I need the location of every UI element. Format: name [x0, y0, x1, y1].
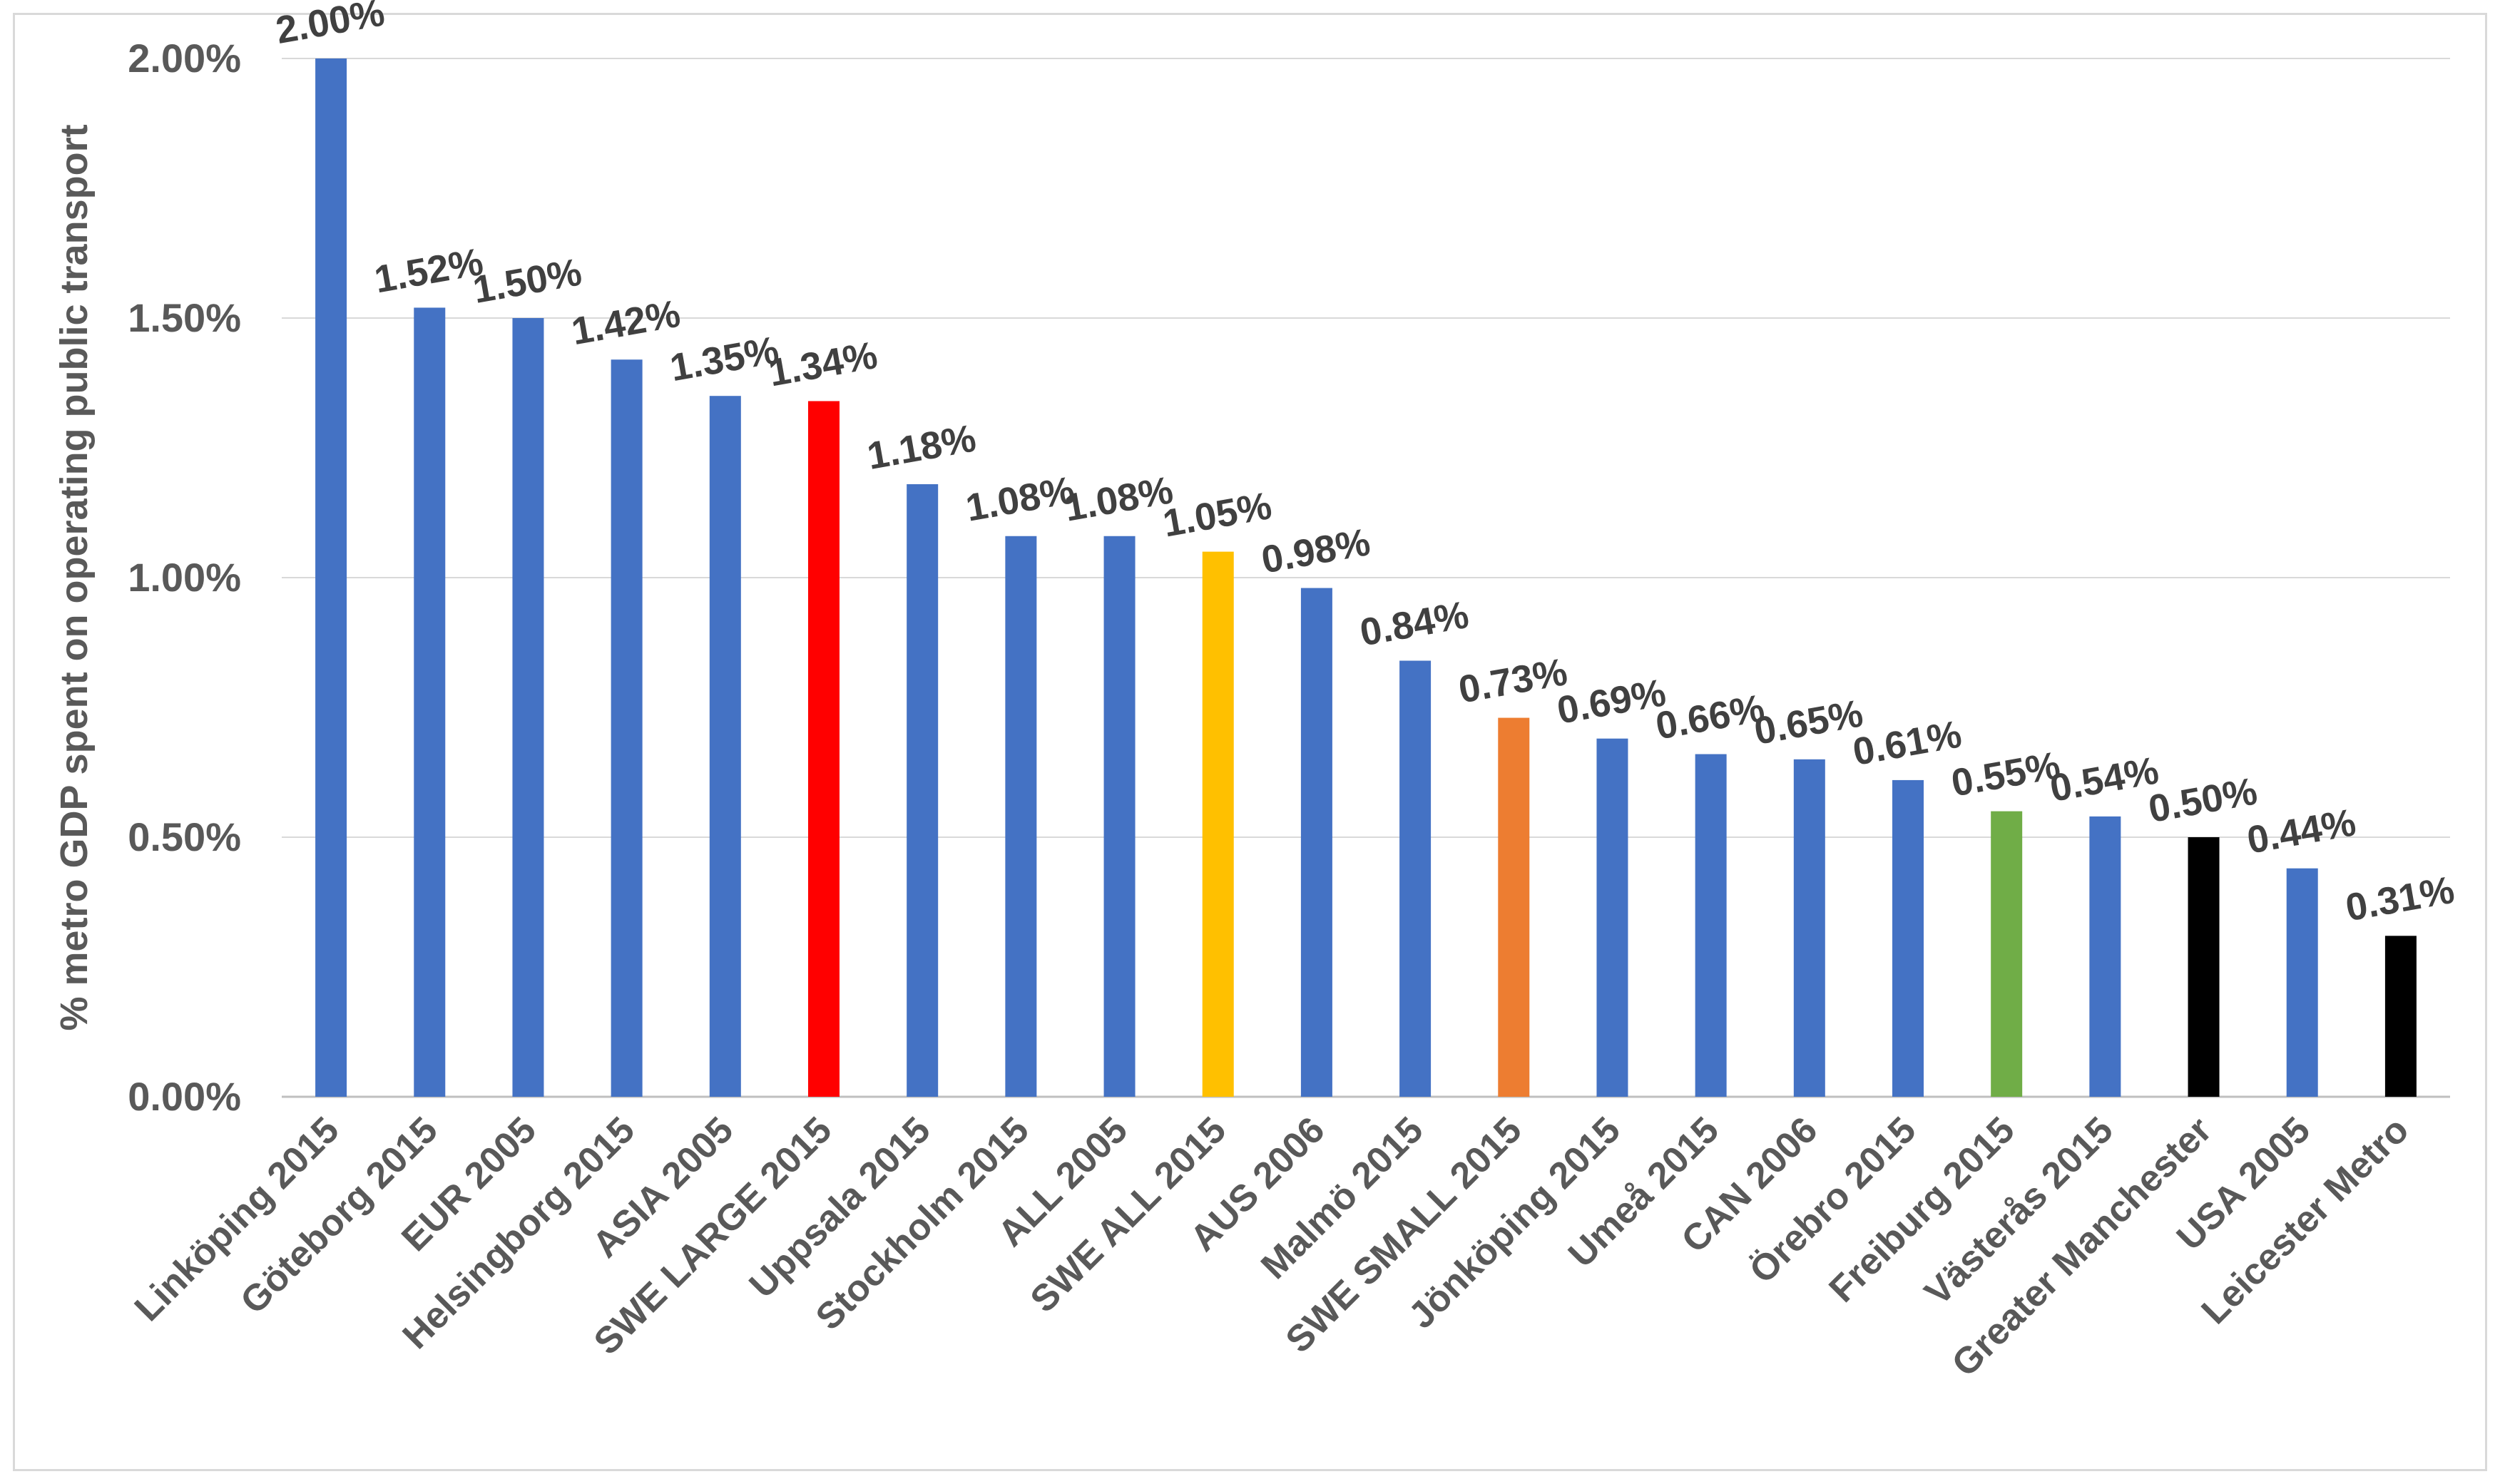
data-label: 0.55% [1948, 744, 2063, 805]
data-label: 0.50% [2146, 769, 2260, 831]
bar [808, 401, 840, 1097]
bar [1793, 759, 1825, 1097]
y-axis-ticks: 0.00% 0.50% 1.00% 1.50% 2.00% [128, 36, 241, 1119]
bar [1892, 779, 1924, 1097]
data-label: 0.73% [1456, 650, 1571, 712]
data-label: 0.65% [1751, 692, 1866, 753]
y-tick-label: 1.50% [128, 295, 241, 340]
bar [907, 483, 939, 1097]
bar [611, 359, 643, 1097]
bar [512, 318, 544, 1097]
bar [1498, 717, 1530, 1097]
data-label: 1.08% [1061, 469, 1176, 530]
bar [1103, 536, 1136, 1097]
data-label: 0.54% [2047, 749, 2162, 810]
bar [1695, 754, 1727, 1097]
bar [1300, 588, 1332, 1097]
data-label: 1.18% [864, 416, 979, 478]
bar [1005, 536, 1037, 1097]
bar [1399, 660, 1432, 1097]
y-tick-label: 1.00% [128, 555, 241, 600]
data-label: 1.42% [568, 292, 683, 354]
gridlines [282, 58, 2450, 1098]
bar [709, 396, 741, 1097]
data-label: 1.05% [1160, 484, 1275, 546]
bar [414, 307, 446, 1097]
bar [2188, 837, 2220, 1097]
data-label: 0.69% [1554, 671, 1669, 732]
y-axis-title: % metro GDP spent on operating public tr… [53, 124, 96, 1030]
y-tick-label: 0.00% [128, 1074, 241, 1119]
bar [1202, 551, 1234, 1097]
data-label: 1.50% [470, 250, 585, 312]
bar [2286, 868, 2318, 1097]
data-label: 1.35% [667, 329, 782, 390]
bar [2384, 936, 2417, 1097]
bars [315, 58, 2417, 1097]
data-label: 1.34% [765, 334, 880, 395]
bar [1991, 811, 2023, 1097]
data-label: 1.08% [963, 469, 1078, 530]
data-label: 0.98% [1258, 521, 1373, 582]
data-label: 2.00% [272, 0, 387, 52]
data-label: 0.66% [1653, 687, 1767, 748]
data-label: 0.31% [2342, 869, 2457, 930]
data-label: 0.61% [1850, 712, 1964, 774]
bar [315, 58, 347, 1097]
bar [2089, 816, 2121, 1097]
data-label: 1.52% [372, 240, 486, 302]
y-tick-label: 2.00% [128, 36, 241, 81]
data-label: 0.84% [1357, 593, 1471, 655]
data-labels: 2.00%1.52%1.50%1.42%1.35%1.34%1.18%1.08%… [272, 0, 2457, 929]
y-tick-label: 0.50% [128, 814, 241, 859]
bar [1596, 738, 1628, 1097]
data-label: 0.44% [2244, 801, 2359, 862]
